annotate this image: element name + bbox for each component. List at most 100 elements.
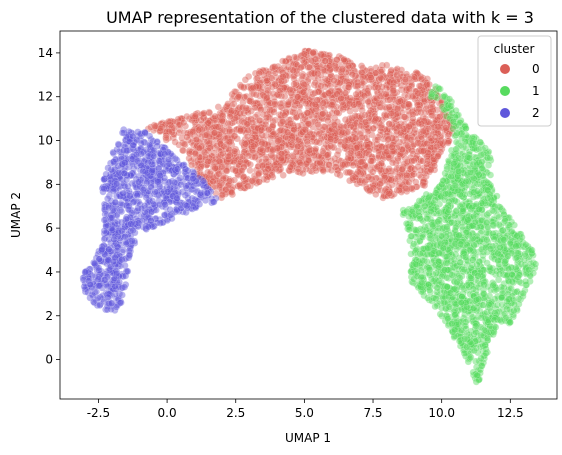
cluster-0-point — [360, 92, 369, 100]
cluster-1-point — [407, 232, 416, 240]
cluster-0-point — [305, 156, 313, 165]
cluster-0-point — [405, 121, 413, 130]
cluster-0-point — [405, 178, 413, 186]
cluster-0-point — [417, 108, 425, 116]
cluster-0-point — [268, 74, 276, 82]
cluster-0-point — [186, 131, 194, 139]
cluster-0-point — [325, 76, 333, 84]
cluster-0-point — [300, 80, 308, 89]
cluster-0-point — [318, 164, 326, 172]
cluster-0-point — [321, 161, 329, 169]
cluster-0-point — [327, 135, 335, 143]
cluster-0-point — [316, 65, 324, 73]
cluster-0-point — [286, 107, 294, 116]
cluster-0-point — [395, 98, 404, 106]
cluster-1-point — [494, 257, 502, 265]
cluster-0-point — [346, 154, 354, 163]
cluster-0-point — [361, 162, 369, 170]
cluster-0-point — [260, 136, 268, 144]
cluster-0-point — [313, 138, 321, 146]
cluster-0-point — [256, 126, 264, 134]
cluster-1-point — [489, 281, 497, 290]
cluster-0-point — [325, 161, 333, 169]
cluster-0-point — [274, 137, 282, 145]
cluster-0-point — [387, 176, 395, 184]
cluster-0-point — [175, 117, 183, 126]
cluster-1-point — [431, 302, 439, 311]
cluster-0-point — [428, 130, 436, 138]
cluster-1-point — [495, 270, 504, 278]
cluster-0-point — [245, 97, 254, 105]
cluster-0-point — [298, 56, 307, 64]
cluster-0-point — [352, 158, 361, 167]
cluster-0-point — [280, 119, 288, 128]
cluster-0-point — [284, 98, 293, 107]
cluster-1-point — [446, 289, 454, 297]
cluster-1-point — [439, 176, 447, 185]
cluster-1-point — [490, 235, 498, 243]
cluster-0-point — [431, 133, 439, 141]
cluster-1-point — [445, 95, 454, 103]
cluster-0-point — [252, 145, 261, 153]
cluster-0-point — [204, 144, 213, 152]
cluster-0-point — [355, 136, 364, 144]
cluster-0-point — [361, 111, 369, 119]
cluster-1-point — [452, 106, 460, 115]
cluster-0-point — [285, 122, 293, 130]
cluster-0-point — [416, 155, 424, 164]
cluster-0-point — [243, 178, 251, 186]
cluster-0-point — [376, 180, 384, 188]
cluster-0-point — [215, 170, 223, 178]
cluster-0-point — [299, 169, 307, 178]
cluster-0-point — [194, 151, 203, 159]
cluster-1-point — [517, 260, 526, 268]
cluster-0-point — [371, 181, 379, 189]
cluster-0-point — [284, 128, 292, 136]
cluster-0-point — [344, 128, 352, 136]
cluster-0-point — [324, 111, 333, 119]
cluster-0-point — [427, 111, 436, 120]
cluster-0-point — [282, 76, 290, 84]
cluster-0-point — [238, 139, 246, 147]
cluster-0-point — [206, 117, 214, 125]
cluster-0-point — [280, 130, 288, 138]
cluster-0-point — [292, 53, 301, 62]
cluster-0-point — [387, 66, 395, 74]
cluster-0-point — [173, 118, 181, 126]
cluster-0-point — [294, 93, 302, 101]
cluster-0-point — [230, 157, 238, 165]
cluster-0-point — [327, 157, 335, 165]
cluster-0-point — [327, 102, 335, 111]
cluster-0-point — [415, 98, 423, 106]
cluster-0-point — [250, 142, 258, 150]
cluster-0-point — [357, 158, 365, 166]
cluster-0-point — [226, 185, 235, 194]
cluster-0-point — [343, 156, 351, 165]
cluster-0-point — [283, 150, 291, 159]
cluster-0-point — [393, 105, 402, 113]
cluster-0-point — [419, 179, 427, 187]
cluster-1-point — [416, 250, 424, 258]
cluster-1-point — [483, 236, 491, 244]
cluster-0-point — [268, 171, 276, 179]
cluster-0-point — [267, 125, 275, 133]
cluster-0-point — [240, 93, 249, 102]
cluster-1-point — [489, 221, 497, 229]
cluster-0-point — [209, 125, 217, 134]
cluster-0-point — [311, 155, 319, 163]
cluster-0-point — [254, 170, 263, 178]
cluster-1-point — [427, 207, 435, 215]
cluster-0-point — [396, 112, 404, 121]
cluster-0-point — [185, 154, 193, 162]
cluster-0-point — [433, 143, 441, 151]
cluster-0-point — [344, 150, 353, 158]
cluster-0-point — [382, 144, 390, 152]
cluster-0-point — [170, 124, 178, 132]
cluster-1-point — [483, 179, 492, 187]
cluster-0-point — [279, 73, 287, 81]
cluster-1-point — [508, 270, 516, 279]
cluster-0-point — [239, 125, 247, 134]
cluster-0-point — [272, 165, 280, 173]
cluster-0-point — [211, 112, 219, 121]
cluster-0-point — [276, 131, 284, 139]
